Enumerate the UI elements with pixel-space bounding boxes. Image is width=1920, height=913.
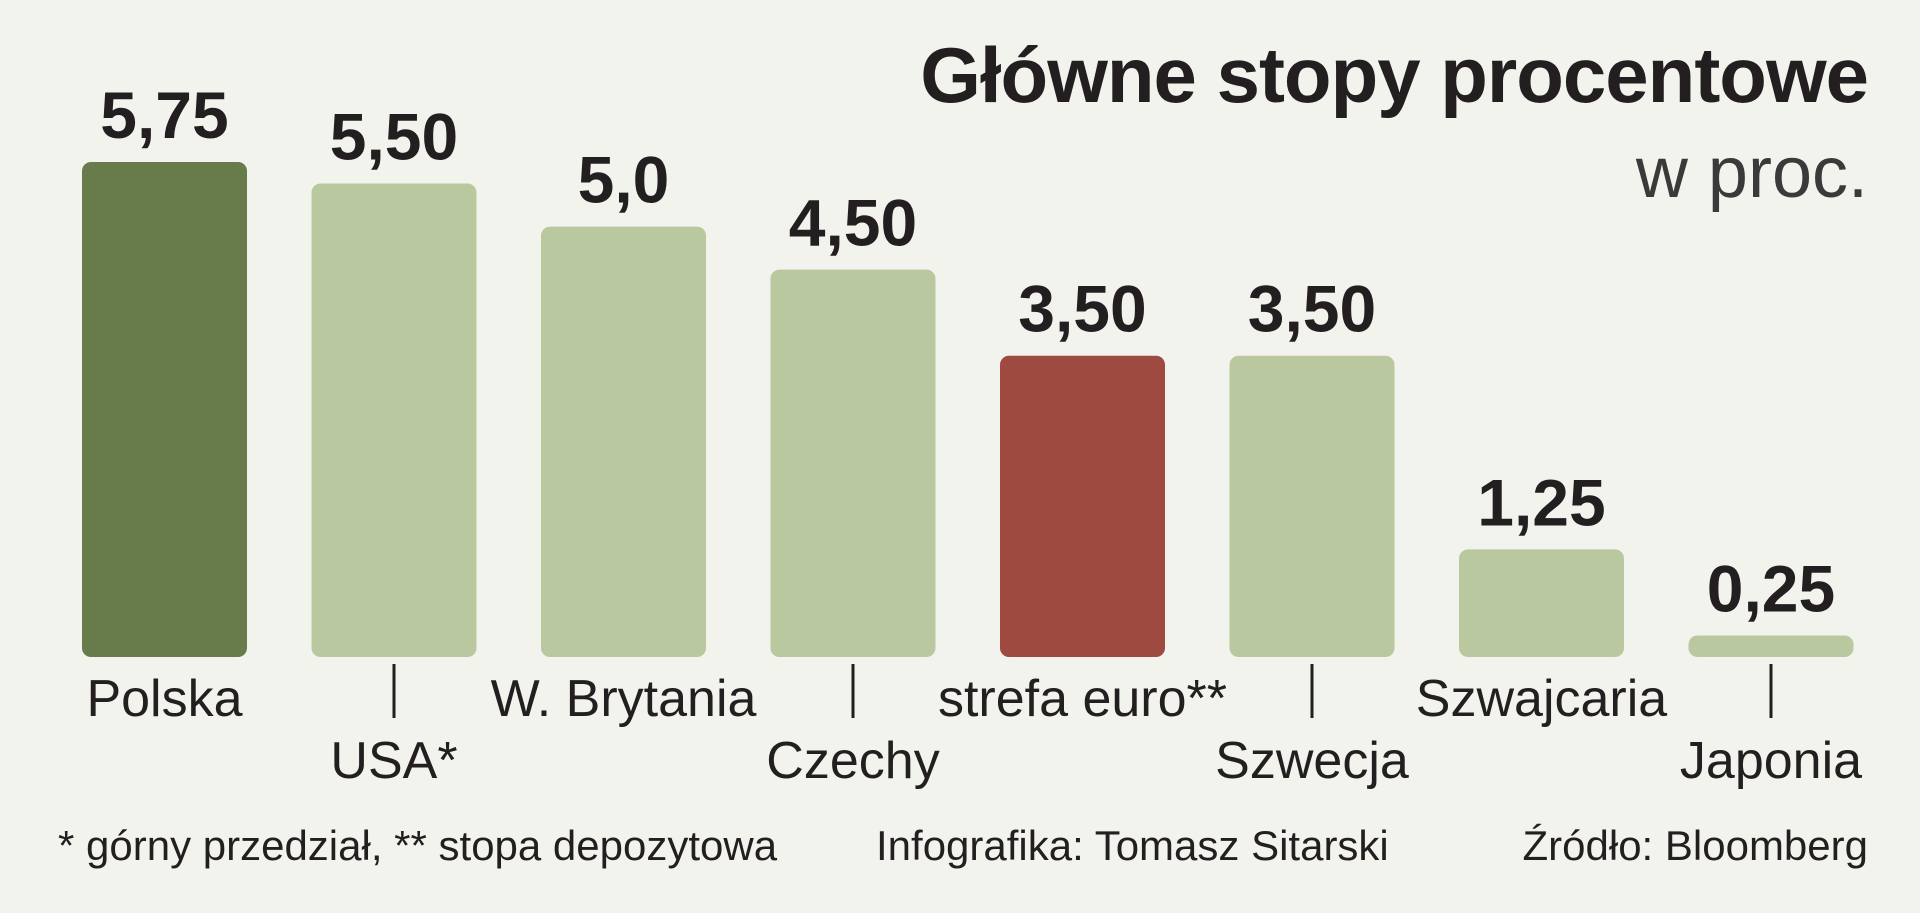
bar (1688, 635, 1854, 657)
chart-subtitle: w proc. (1635, 133, 1868, 213)
category-label: W. Brytania (491, 670, 757, 728)
value-label: 3,50 (1248, 272, 1376, 346)
category-label: strefa euro** (938, 670, 1227, 728)
bar (82, 162, 247, 657)
value-label: 3,50 (1018, 272, 1146, 346)
value-label: 5,0 (578, 143, 670, 217)
category-label: Szwecja (1215, 732, 1409, 790)
value-label: 5,75 (100, 78, 228, 152)
category-label: USA* (330, 732, 457, 790)
bar (1229, 355, 1395, 657)
chart-title: Główne stopy procentowe (920, 31, 1869, 119)
bar (770, 269, 936, 657)
category-label: Polska (86, 670, 242, 728)
category-label: Czechy (766, 732, 939, 790)
category-label: Szwajcaria (1416, 670, 1667, 728)
value-label: 1,25 (1477, 465, 1605, 539)
value-label: 0,25 (1707, 551, 1835, 625)
value-label: 4,50 (789, 186, 917, 260)
credit: Infografika: Tomasz Sitarski (876, 822, 1389, 869)
value-label: 5,50 (330, 100, 458, 174)
bar (311, 183, 477, 658)
source-note: Źródło: Bloomberg (1522, 822, 1869, 869)
bar (1000, 355, 1165, 657)
footnote: * górny przedział, ** stopa depozytowa (58, 822, 778, 869)
category-label: Japonia (1680, 732, 1862, 790)
bar (541, 226, 706, 657)
bar (1459, 549, 1624, 657)
